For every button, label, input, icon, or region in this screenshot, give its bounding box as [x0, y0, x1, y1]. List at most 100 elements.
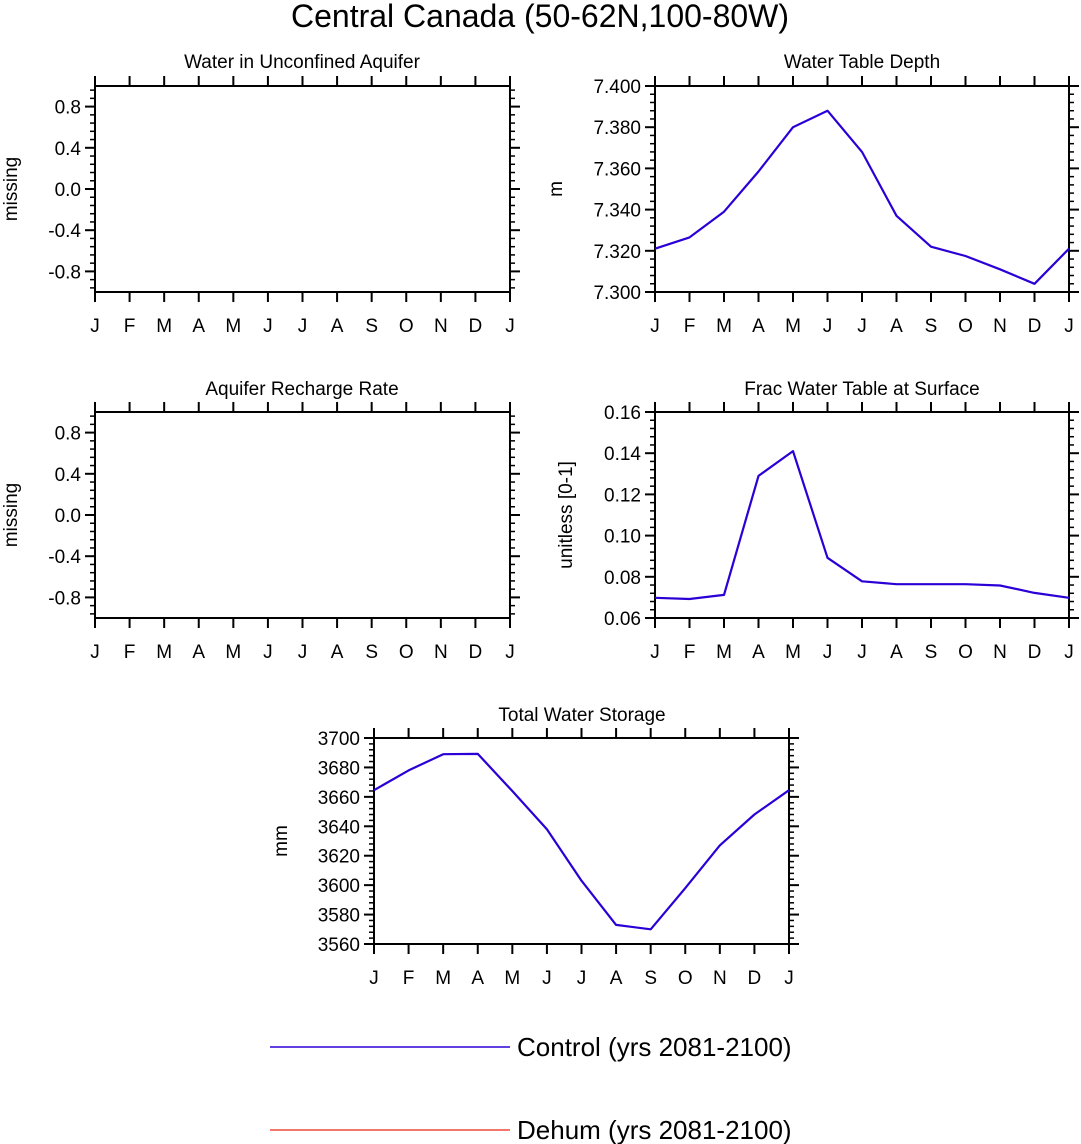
y-tick-label: -0.8 — [48, 262, 81, 283]
y-tick-label: 3600 — [318, 876, 360, 897]
y-tick-label: 0.8 — [55, 424, 81, 445]
x-tick-label: A — [471, 968, 484, 989]
x-tick-label: J — [857, 316, 867, 337]
y-tick-label: -0.4 — [48, 547, 81, 568]
y-tick-label: 3620 — [318, 847, 360, 868]
y-axis-label: missing — [1, 483, 22, 547]
x-tick-label: S — [925, 316, 938, 337]
y-axis-label: unitless [0-1] — [556, 461, 577, 569]
x-tick-label: J — [857, 642, 867, 663]
x-tick-label: J — [577, 968, 587, 989]
x-tick-label: M — [156, 316, 172, 337]
legend: Control (yrs 2081-2100) Dehum (yrs 2081-… — [270, 1032, 792, 1144]
y-tick-label: 7.380 — [593, 118, 641, 139]
x-tick-label: J — [90, 316, 100, 337]
x-tick-label: M — [785, 642, 801, 663]
y-tick-label: 0.10 — [604, 527, 641, 548]
y-tick-label: 7.300 — [593, 283, 641, 304]
x-tick-label: O — [399, 316, 414, 337]
x-tick-label: N — [993, 642, 1007, 663]
series-line-control — [373, 752, 790, 931]
x-tick-label: M — [716, 316, 732, 337]
x-tick-label: F — [124, 316, 136, 337]
x-tick-label: A — [752, 316, 765, 337]
x-tick-label: D — [748, 968, 762, 989]
x-tick-label: A — [890, 316, 903, 337]
y-tick-label: 7.320 — [593, 242, 641, 263]
legend-label-dehum: Dehum (yrs 2081-2100) — [517, 1115, 792, 1144]
main-title: Central Canada (50-62N,100-80W) — [291, 0, 789, 34]
y-tick-label: 7.340 — [593, 201, 641, 222]
y-tick-label: -0.8 — [48, 588, 81, 609]
y-tick-label: 3640 — [318, 817, 360, 838]
y-tick-label: 3580 — [318, 906, 360, 927]
panel-frac-water-table-at-surface: Frac Water Table at Surface unitless [0-… — [556, 379, 1079, 663]
x-tick-label: J — [263, 316, 273, 337]
x-tick-label: M — [225, 316, 241, 337]
y-tick-label: 3560 — [318, 935, 360, 956]
x-tick-label: A — [890, 642, 903, 663]
panel-total-water-storage: Total Water Storage mm J F M A M J J A S O N D J3560… — [271, 705, 799, 989]
x-tick-label: J — [505, 642, 515, 663]
x-tick-label: S — [365, 316, 378, 337]
x-tick-label: J — [650, 316, 660, 337]
x-tick-label: J — [298, 642, 308, 663]
x-tick-label: J — [784, 968, 794, 989]
plot-frame — [654, 85, 1070, 293]
x-tick-label: S — [644, 968, 657, 989]
y-tick-label: 0.06 — [604, 609, 641, 630]
x-tick-label: D — [469, 642, 483, 663]
y-tick-label: 0.12 — [604, 485, 641, 506]
x-tick-label: S — [925, 642, 938, 663]
y-tick-label: 0.0 — [55, 180, 81, 201]
panel-title: Water Table Depth — [784, 52, 940, 73]
x-tick-label: D — [1028, 316, 1042, 337]
x-tick-label: F — [124, 642, 136, 663]
x-tick-label: J — [1064, 642, 1074, 663]
x-tick-label: O — [399, 642, 414, 663]
series-line-control — [654, 109, 1070, 285]
y-axis-label: m — [546, 181, 567, 197]
y-tick-label: 0.4 — [55, 139, 82, 160]
x-tick-label: J — [369, 968, 379, 989]
x-tick-label: N — [434, 316, 448, 337]
y-tick-label: 3700 — [318, 729, 360, 750]
x-tick-label: F — [403, 968, 415, 989]
panel-title: Water in Unconfined Aquifer — [184, 52, 421, 73]
y-tick-label: -0.4 — [48, 221, 81, 242]
y-tick-label: 3680 — [318, 758, 360, 779]
x-tick-label: D — [469, 316, 483, 337]
x-tick-label: M — [504, 968, 520, 989]
x-tick-label: N — [993, 316, 1007, 337]
plot-frame — [373, 737, 790, 945]
panel-title: Aquifer Recharge Rate — [205, 379, 398, 400]
y-tick-label: 7.400 — [593, 77, 641, 98]
x-tick-label: J — [823, 316, 833, 337]
y-tick-label: 0.0 — [55, 506, 81, 527]
x-tick-label: J — [1064, 316, 1074, 337]
x-tick-label: A — [610, 968, 623, 989]
x-tick-label: O — [958, 642, 973, 663]
panel-title: Frac Water Table at Surface — [744, 379, 980, 400]
y-tick-label: 3660 — [318, 788, 360, 809]
panel-water-table-depth: Water Table Depth m J F M A M J J A S O N D J7.3007.… — [546, 52, 1079, 337]
x-tick-label: A — [752, 642, 765, 663]
x-tick-label: F — [684, 642, 696, 663]
x-tick-label: N — [713, 968, 727, 989]
legend-label-control: Control (yrs 2081-2100) — [517, 1032, 792, 1062]
x-tick-label: A — [331, 642, 344, 663]
y-tick-label: 0.16 — [604, 403, 641, 424]
x-tick-label: A — [192, 316, 205, 337]
x-tick-label: M — [435, 968, 451, 989]
y-axis-label: missing — [1, 157, 22, 221]
x-tick-label: O — [678, 968, 693, 989]
y-axis-label: mm — [271, 825, 292, 857]
x-tick-label: O — [958, 316, 973, 337]
y-tick-label: 0.8 — [55, 98, 81, 119]
series-line-control — [654, 450, 1070, 601]
x-tick-label: N — [434, 642, 448, 663]
x-tick-label: D — [1028, 642, 1042, 663]
x-tick-label: M — [716, 642, 732, 663]
